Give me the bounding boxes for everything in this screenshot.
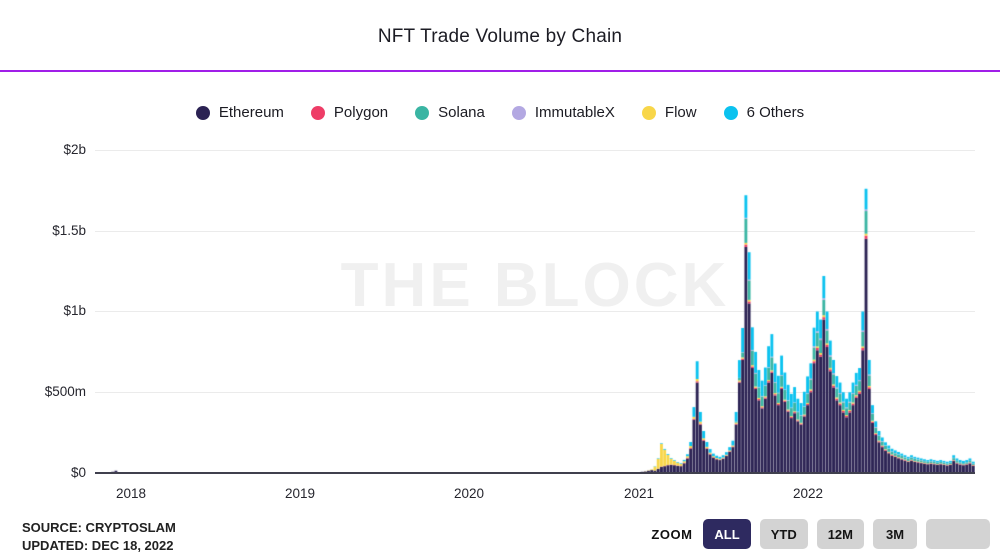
legend-item-polygon[interactable]: Polygon — [310, 104, 389, 121]
accent-divider — [0, 70, 1000, 72]
legend-label: Solana — [438, 104, 485, 121]
legend-label: Polygon — [333, 104, 389, 121]
legend-item-6-others[interactable]: 6 Others — [723, 104, 805, 121]
legend: Ethereum Polygon Solana ImmutableX Flow … — [0, 104, 1000, 121]
legend-item-solana[interactable]: Solana — [415, 104, 485, 121]
y-tick-label: $500m — [44, 384, 86, 399]
x-tick-label: 2022 — [792, 486, 824, 501]
stacked-bar-plot[interactable] — [95, 140, 975, 473]
zoom-controls-label: ZOOM — [651, 526, 693, 542]
x-axis-line — [95, 472, 975, 474]
source-attribution: SOURCE: CRYPTOSLAM UPDATED: DEC 18, 2022 — [22, 519, 176, 555]
zoom-3m-button[interactable]: 3M — [873, 519, 917, 549]
legend-label: 6 Others — [746, 104, 805, 121]
updated-line: UPDATED: DEC 18, 2022 — [22, 538, 174, 553]
y-tick-label: $1.5b — [52, 223, 86, 238]
x-tick-label: 2020 — [453, 486, 485, 501]
source-line: SOURCE: CRYPTOSLAM — [22, 520, 176, 535]
legend-item-ethereum[interactable]: Ethereum — [195, 104, 284, 121]
solana-dot-icon — [415, 105, 430, 120]
y-tick-label: $1b — [63, 303, 86, 318]
legend-item-flow[interactable]: Flow — [641, 104, 697, 121]
immutablex-dot-icon — [511, 105, 526, 120]
polygon-dot-icon — [310, 105, 325, 120]
zoom-controls: ZOOM ALL YTD 12M 3M — [651, 519, 990, 549]
x-tick-label: 2018 — [115, 486, 147, 501]
x-tick-label: 2019 — [284, 486, 316, 501]
ethereum-dot-icon — [195, 105, 210, 120]
legend-label: Ethereum — [218, 104, 284, 121]
zoom-all-button[interactable]: ALL — [703, 519, 751, 549]
y-tick-label: $2b — [63, 142, 86, 157]
zoom-12m-button[interactable]: 12M — [816, 519, 864, 549]
page-title: NFT Trade Volume by Chain — [377, 26, 623, 47]
flow-dot-icon — [641, 105, 656, 120]
zoom-ytd-button[interactable]: YTD — [759, 519, 808, 549]
legend-item-immutablex[interactable]: ImmutableX — [511, 104, 615, 121]
x-tick-label: 2021 — [623, 486, 655, 501]
legend-label: Flow — [664, 104, 697, 121]
legend-label: ImmutableX — [534, 104, 615, 121]
zoom-blank-button[interactable] — [926, 519, 990, 549]
six-others-dot-icon — [723, 105, 738, 120]
y-tick-label: $0 — [70, 465, 86, 480]
